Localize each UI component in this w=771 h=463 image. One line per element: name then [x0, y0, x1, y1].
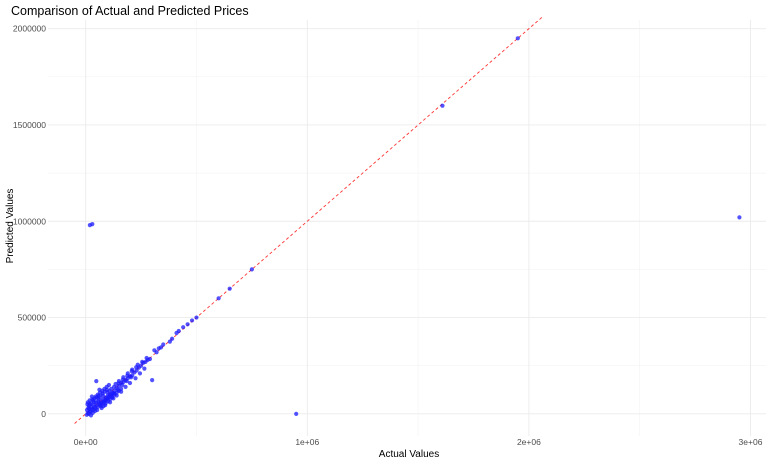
- identity-line: [74, 16, 543, 424]
- data-point: [169, 336, 175, 341]
- data-point: [107, 389, 112, 394]
- data-point: [97, 387, 102, 392]
- x-tick-label: 3e+06: [739, 437, 763, 447]
- data-point: [119, 386, 124, 391]
- data-point: [144, 355, 149, 361]
- data-point: [101, 404, 106, 409]
- data-point: [515, 36, 520, 41]
- data-point: [294, 411, 299, 416]
- data-point: [95, 399, 101, 404]
- data-point: [90, 397, 95, 402]
- data-point: [129, 368, 134, 374]
- data-point: [91, 403, 96, 408]
- data-point: [216, 296, 221, 301]
- x-tick-label: 0e+00: [74, 437, 98, 447]
- y-tick-label: 1000000: [13, 216, 46, 226]
- x-axis-title: Actual Values: [379, 449, 439, 460]
- data-point: [129, 375, 134, 380]
- data-point: [189, 318, 195, 323]
- data-point: [94, 379, 99, 384]
- data-point: [167, 339, 172, 344]
- reference-line: [74, 16, 543, 424]
- data-point: [181, 325, 186, 330]
- data-point: [227, 286, 232, 291]
- data-point: [123, 384, 128, 389]
- data-point: [249, 267, 254, 272]
- data-point: [440, 103, 445, 108]
- data-point: [174, 330, 179, 336]
- data-point: [127, 380, 133, 386]
- data-point: [150, 378, 155, 383]
- data-point: [116, 381, 121, 386]
- data-point: [111, 384, 117, 389]
- data-point: [140, 359, 145, 364]
- data-point: [161, 342, 166, 347]
- data-point: [135, 362, 140, 367]
- data-points: [84, 36, 742, 418]
- data-point: [120, 377, 126, 382]
- data-point: [90, 222, 95, 227]
- data-point: [152, 348, 157, 353]
- chart-title: Comparison of Actual and Predicted Price…: [11, 4, 249, 18]
- data-point: [110, 395, 115, 400]
- data-point: [185, 322, 190, 327]
- data-point: [120, 382, 125, 388]
- data-point: [133, 376, 138, 381]
- data-point: [142, 366, 147, 371]
- data-point: [125, 373, 130, 378]
- y-tick-label: 1500000: [13, 120, 46, 130]
- data-point: [124, 379, 129, 384]
- y-tick-label: 2000000: [13, 24, 46, 34]
- data-point: [156, 346, 161, 351]
- data-point: [194, 315, 199, 320]
- data-point: [85, 400, 90, 405]
- x-axis-ticks: 0e+00 1e+06 2e+06 3e+06: [74, 437, 763, 447]
- data-point: [137, 371, 143, 376]
- data-point: [106, 382, 112, 388]
- grid: [48, 20, 766, 436]
- data-point: [88, 413, 94, 418]
- x-tick-label: 2e+06: [517, 437, 541, 447]
- y-axis-ticks: 0 500000 1000000 1500000 2000000: [13, 24, 46, 419]
- y-tick-label: 500000: [18, 313, 47, 323]
- y-tick-label: 0: [41, 409, 46, 419]
- x-tick-label: 1e+06: [295, 437, 319, 447]
- y-axis-title: Predicted Values: [5, 189, 16, 264]
- data-point: [737, 215, 742, 220]
